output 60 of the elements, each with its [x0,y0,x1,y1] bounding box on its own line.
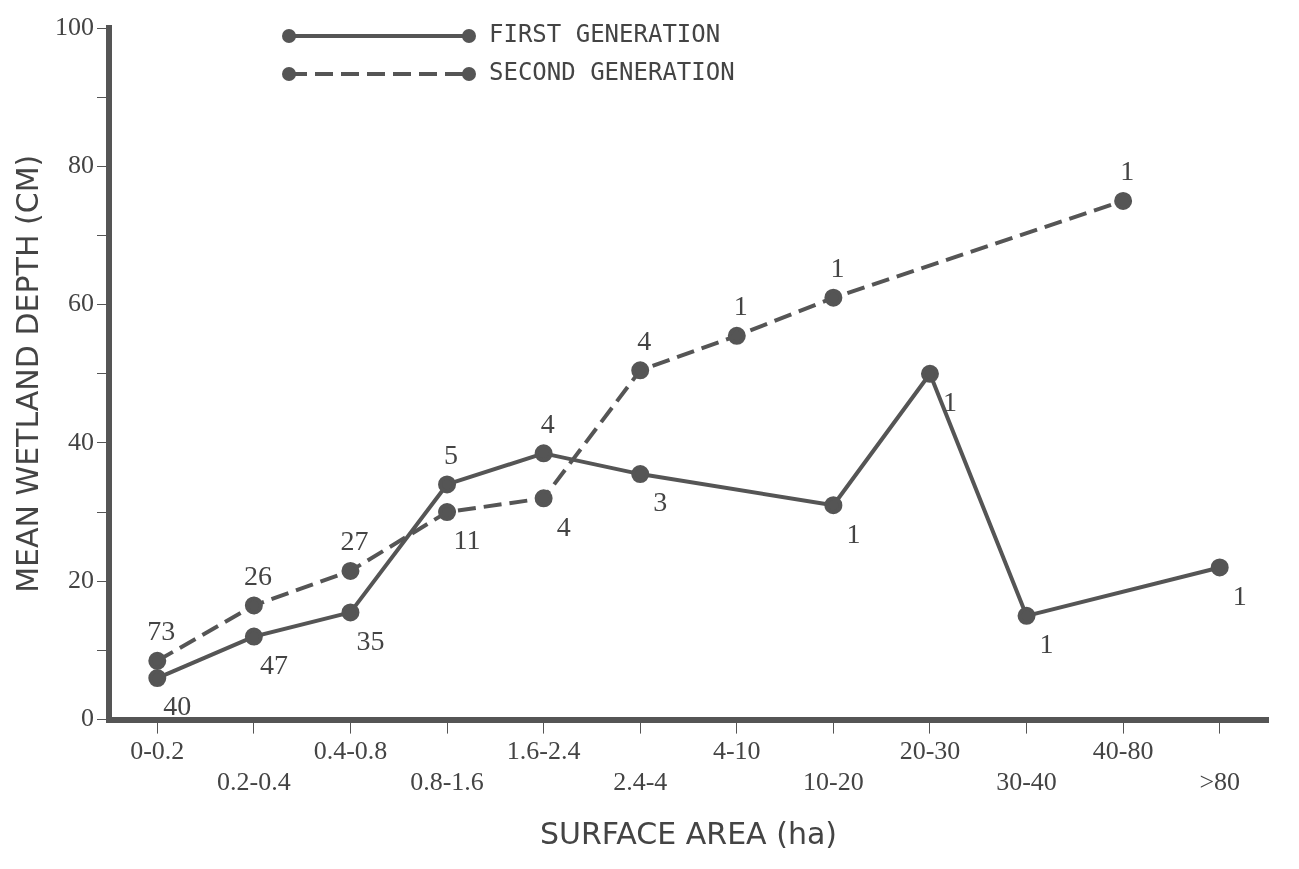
x-tick-label: 4-10 [712,736,761,766]
point [244,596,263,615]
x-tick-label: 20-30 [899,736,961,766]
point [824,496,843,515]
point [727,326,746,345]
y-tick-label: 60 [68,288,94,318]
point [244,627,263,646]
point [534,444,553,463]
annotation: 27 [340,525,369,557]
point [824,288,843,307]
x-tick-label: 0.2-0.4 [217,767,291,797]
point [631,361,650,380]
point [920,364,939,383]
point [438,475,457,494]
point [1210,558,1229,577]
point [341,603,360,622]
point [1114,191,1133,210]
legend-label: SECOND GENERATION [489,58,735,87]
point [148,669,167,688]
point [534,489,553,508]
x-tick-label: 2.4-4 [613,767,668,797]
x-tick-label: 30-40 [996,767,1057,797]
y-axis-title: MEAN WETLAND DEPTH (CM) [9,154,45,593]
point [1017,606,1036,625]
x-tick-label: 0-0.2 [130,736,185,766]
annotation: 40 [163,690,192,722]
y-tick-label: 20 [68,565,94,595]
y-tick-label: 0 [81,703,94,733]
point [438,503,457,522]
annotation: 1 [846,517,861,549]
annotation: 1 [1039,628,1054,660]
x-tick-label: >80 [1199,767,1241,797]
annotation: 26 [243,559,272,591]
annotation: 3 [653,486,668,518]
x-tick-label: 1.6-2.4 [506,736,581,766]
x-tick-label: 0.4-0.8 [313,736,388,766]
annotation: 1 [733,290,748,322]
x-tick-label: 0.8-1.6 [410,767,484,797]
y-tick-label: 100 [55,11,94,41]
annotation: 1 [1120,155,1135,187]
annotation: 4 [556,510,571,542]
y-tick-label: 80 [68,150,94,180]
point [341,561,360,580]
legend-label: FIRST GENERATION [489,20,721,49]
annotation: 1 [1232,579,1247,611]
annotation: 73 [147,615,176,647]
point [148,651,167,670]
annotation: 1 [830,252,845,284]
annotation: 4 [540,407,555,439]
annotation: 11 [453,524,481,556]
x-tick-label: 40-80 [1092,736,1154,766]
point [631,465,650,484]
x-tick-label: 10-20 [803,767,864,797]
annotation: 35 [356,624,385,656]
annotation: 4 [637,324,652,356]
annotation: 1 [942,386,957,418]
annotation: 47 [259,648,288,680]
annotation: 5 [444,438,459,470]
y-tick-label: 40 [68,426,94,456]
x-axis-title: SURFACE AREA (ha) [540,815,837,851]
